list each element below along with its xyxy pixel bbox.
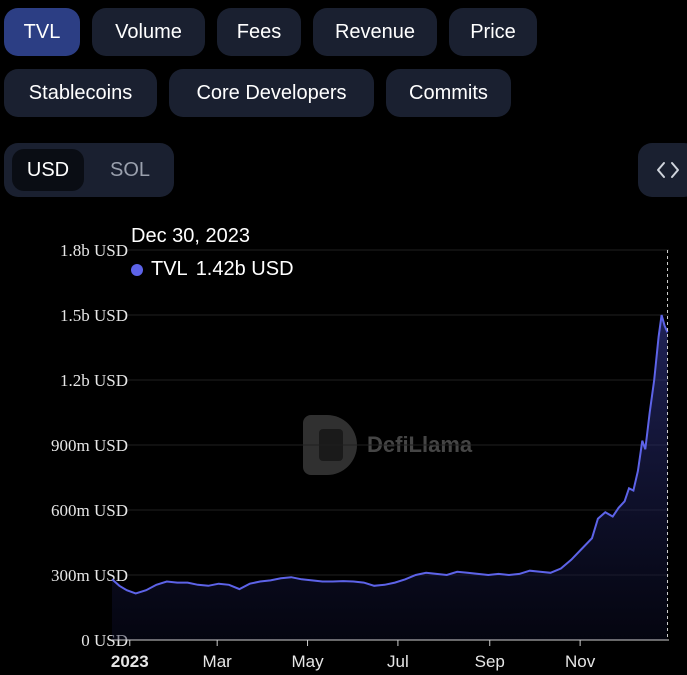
y-tick-label: 300m USD (51, 566, 128, 585)
x-tick-label: Jul (387, 652, 409, 671)
y-tick-label: 1.8b USD (60, 241, 128, 260)
x-tick-label: Sep (475, 652, 505, 671)
tab-revenue[interactable]: Revenue (313, 8, 437, 56)
y-tick-label: 600m USD (51, 501, 128, 520)
tooltip-series: TVL (151, 258, 188, 280)
tooltip-value: 1.42b USD (195, 258, 294, 280)
y-tick-label: 1.2b USD (60, 371, 128, 390)
tab-price[interactable]: Price (449, 8, 537, 56)
x-axis-labels: 2023 Mar May Jul Sep Nov (111, 640, 596, 671)
code-brackets-icon (657, 162, 679, 178)
tab-commits[interactable]: Commits (386, 69, 511, 117)
tab-volume[interactable]: Volume (92, 8, 205, 56)
tab-core-developers[interactable]: Core Developers (169, 69, 374, 117)
tooltip-row: TVL 1.42b USD (131, 258, 294, 281)
x-tick-label: May (291, 652, 324, 671)
currency-option-usd[interactable]: USD (12, 149, 84, 191)
tab-fees[interactable]: Fees (217, 8, 301, 56)
embed-button[interactable] (638, 143, 687, 197)
y-tick-label: 1.5b USD (60, 306, 128, 325)
currency-toggle: USD SOL (4, 143, 174, 197)
currency-option-sol[interactable]: SOL (109, 158, 151, 181)
x-tick-label: Mar (203, 652, 233, 671)
tab-tvl[interactable]: TVL (4, 8, 80, 56)
y-tick-label: 900m USD (51, 436, 128, 455)
tvl-line (111, 314, 669, 595)
x-tick-label: Nov (565, 652, 596, 671)
tvl-area (112, 315, 668, 640)
tooltip-date: Dec 30, 2023 (131, 225, 250, 247)
series-dot-icon (131, 263, 143, 276)
tab-stablecoins[interactable]: Stablecoins (4, 69, 157, 117)
x-tick-label: 2023 (111, 652, 149, 671)
